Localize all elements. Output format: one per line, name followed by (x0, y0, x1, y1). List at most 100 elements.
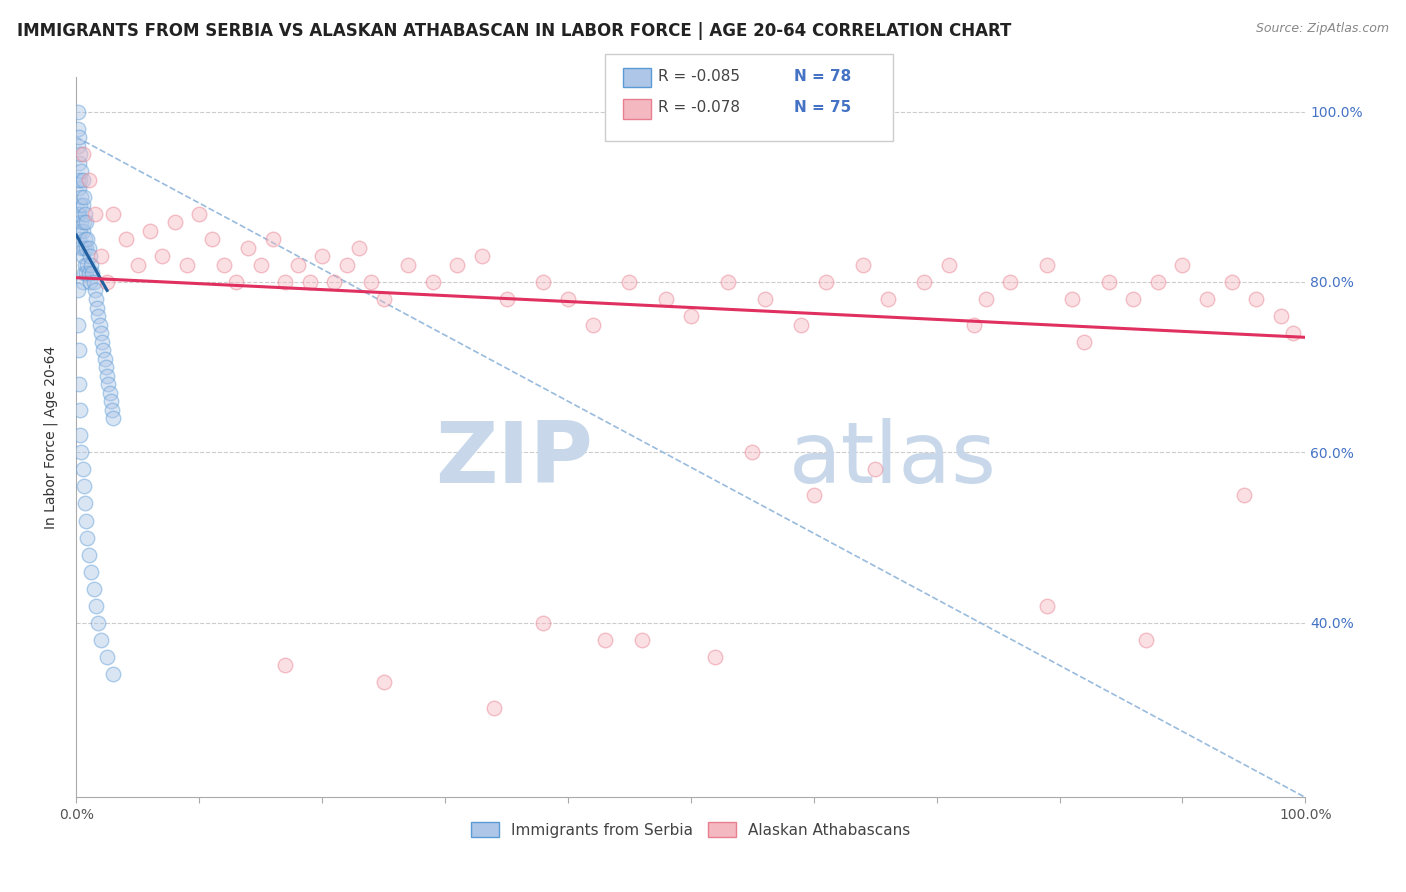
Point (91, 334, 114, 349)
Point (70, 190, 93, 204)
Point (114, 232, 136, 246)
Point (704, 649, 727, 664)
Point (323, 275, 346, 289)
Point (96, 368, 118, 383)
Point (67, 155, 90, 169)
Point (89, 318, 111, 332)
Point (212, 258, 235, 272)
Point (336, 258, 359, 272)
Text: ZIP: ZIP (434, 417, 592, 500)
Text: N = 78: N = 78 (794, 70, 852, 84)
Point (1147, 275, 1170, 289)
Point (1282, 326, 1305, 340)
Point (97, 377, 120, 392)
Point (495, 292, 517, 306)
Point (72, 224, 94, 238)
Point (298, 275, 321, 289)
Point (83, 582, 105, 596)
Point (1197, 292, 1219, 306)
Point (66, 138, 89, 153)
Point (70, 164, 93, 178)
Point (66, 318, 89, 332)
Point (865, 462, 887, 476)
Point (1036, 599, 1059, 613)
Point (70, 215, 93, 229)
Point (67, 207, 90, 221)
Point (103, 666, 125, 681)
Point (70, 445, 93, 459)
Point (73, 215, 96, 229)
Point (75, 267, 97, 281)
Point (176, 258, 198, 272)
Point (73, 232, 96, 246)
Point (84, 292, 107, 306)
Point (73, 267, 96, 281)
Point (66, 172, 89, 186)
Point (98, 385, 121, 400)
Point (69, 224, 91, 238)
Point (717, 275, 740, 289)
Point (287, 258, 309, 272)
Point (94, 360, 117, 375)
Point (86, 301, 108, 315)
Point (446, 258, 468, 272)
Point (262, 232, 284, 246)
Point (72, 198, 94, 212)
Point (225, 275, 247, 289)
Point (1122, 292, 1144, 306)
Point (1171, 258, 1194, 272)
Point (531, 615, 554, 630)
Point (73, 479, 96, 493)
Point (360, 275, 382, 289)
Point (1270, 309, 1292, 323)
Point (72, 249, 94, 263)
Point (139, 224, 162, 238)
Point (249, 258, 271, 272)
Point (1220, 275, 1243, 289)
Point (103, 411, 125, 425)
Point (79, 275, 101, 289)
Point (69, 428, 91, 442)
Point (83, 284, 105, 298)
Point (82, 267, 104, 281)
Point (72, 147, 94, 161)
Point (790, 318, 813, 332)
Point (93, 351, 115, 366)
Point (200, 232, 222, 246)
Point (347, 241, 370, 255)
Point (100, 394, 122, 409)
Point (238, 241, 260, 255)
Point (938, 258, 960, 272)
Point (619, 275, 641, 289)
Text: atlas: atlas (789, 417, 997, 500)
Point (1000, 275, 1022, 289)
Point (69, 147, 91, 161)
Point (77, 241, 100, 255)
Point (127, 258, 149, 272)
Point (67, 377, 90, 392)
Point (69, 172, 91, 186)
Point (77, 548, 100, 562)
Legend: Immigrants from Serbia, Alaskan Athabascans: Immigrants from Serbia, Alaskan Athabasc… (465, 815, 917, 844)
Point (96, 649, 118, 664)
Point (152, 249, 174, 263)
Point (90, 326, 112, 340)
Point (876, 292, 898, 306)
Point (73, 258, 96, 272)
Point (531, 275, 554, 289)
Point (422, 275, 444, 289)
Point (373, 292, 395, 306)
Point (73, 241, 96, 255)
Point (1098, 275, 1121, 289)
Point (79, 249, 101, 263)
Point (1135, 632, 1157, 647)
Y-axis label: In Labor Force | Age 20-64: In Labor Force | Age 20-64 (44, 346, 58, 529)
Point (80, 565, 103, 579)
Point (803, 488, 825, 502)
Point (72, 275, 94, 289)
Point (311, 249, 333, 263)
Point (73, 496, 96, 510)
Point (912, 275, 935, 289)
Point (274, 275, 297, 289)
Point (1060, 292, 1083, 306)
